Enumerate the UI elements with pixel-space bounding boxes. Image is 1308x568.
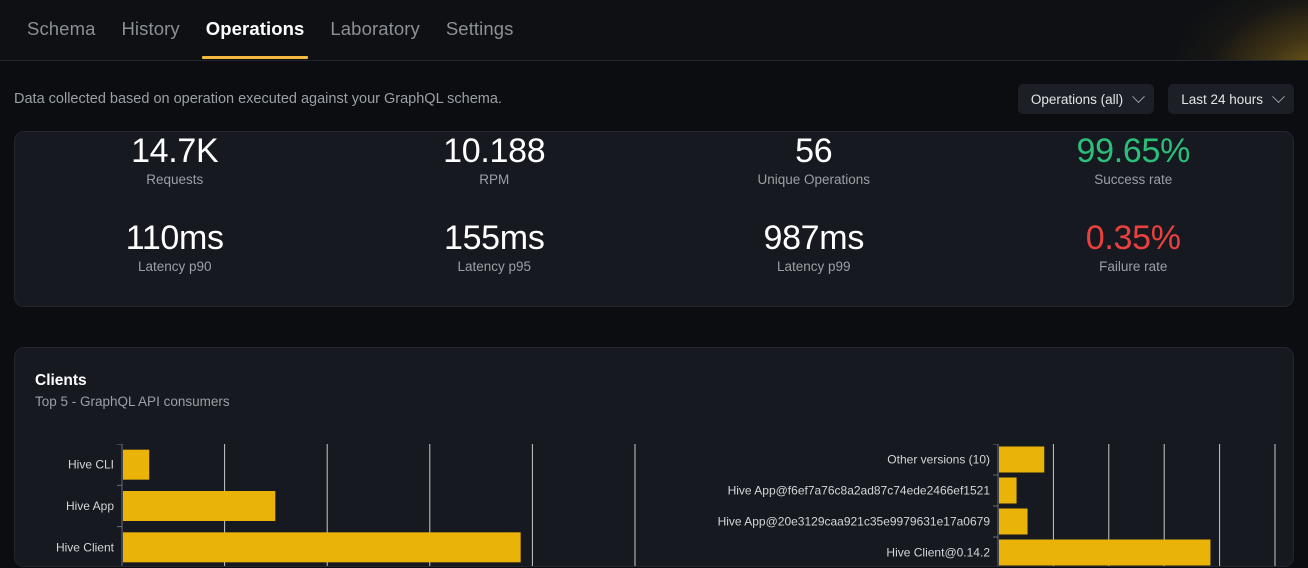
stat-rpm: 10.188 RPM [335, 132, 655, 219]
bar[interactable] [999, 539, 1211, 566]
stat-label: Requests [146, 172, 204, 188]
operations-filter-value: Operations (all) [1030, 91, 1124, 107]
stat-failure-rate: 0.35% Failure rate [974, 219, 1294, 306]
operations-filter-select[interactable]: Operations (all) [1017, 84, 1155, 114]
tab-operations[interactable]: Operations [193, 0, 318, 60]
stat-value: 110ms [125, 219, 224, 257]
period-filter-select[interactable]: Last 24 hours [1168, 84, 1294, 114]
stat-label: Latency p95 [457, 259, 532, 275]
stat-label: Latency p99 [776, 259, 851, 275]
stat-value: 99.65% [1076, 132, 1190, 170]
tab-settings[interactable]: Settings [445, 18, 514, 39]
stat-label: Failure rate [1099, 259, 1168, 275]
tab-laboratory[interactable]: Laboratory [330, 18, 420, 39]
clients-by-name-chart[interactable]: Hive CLI Hive App Hive Client [15, 444, 655, 566]
stat-value: 56 [795, 132, 833, 170]
stat-latency-p95: 155ms Latency p95 [335, 219, 655, 306]
chevron-down-icon [1272, 89, 1285, 103]
filter-controls: Operations (all) Last 24 hours [1017, 84, 1294, 114]
stat-value: 14.7K [131, 132, 219, 170]
bar[interactable] [999, 508, 1028, 535]
category-label: Hive CLI [68, 458, 114, 472]
bar[interactable] [123, 532, 521, 563]
stat-success-rate: 99.65% Success rate [974, 132, 1294, 219]
clients-subtitle: Top 5 - GraphQL API consumers [35, 394, 230, 409]
stat-label: Unique Operations [757, 172, 871, 188]
category-label: Hive App [66, 499, 114, 513]
clients-by-version-chart[interactable]: Other versions (10) Hive App@f6ef7a76c8a2… [655, 444, 1293, 566]
stat-value: 0.35% [1085, 219, 1181, 257]
tab-history[interactable]: History [121, 18, 180, 39]
stat-label: Latency p90 [137, 259, 212, 275]
stats-summary-card: 14.7K Requests 10.188 RPM 56 Unique Oper… [14, 131, 1294, 307]
stat-label: Success rate [1094, 172, 1173, 188]
stat-value: 10.188 [443, 132, 546, 170]
stat-latency-p90: 110ms Latency p90 [15, 219, 335, 306]
stat-value: 155ms [443, 219, 545, 257]
category-label: Hive Client [56, 540, 115, 554]
stat-value: 987ms [763, 219, 865, 257]
category-label: Other versions (10) [887, 453, 990, 467]
clients-title: Clients [35, 372, 87, 389]
stat-label: RPM [479, 172, 510, 188]
category-label: Hive App@f6ef7a76c8a2ad87c74ede2466ef152… [728, 484, 991, 498]
category-label: Hive Client@0.14.2 [886, 546, 990, 560]
tab-schema[interactable]: Schema [27, 18, 96, 39]
period-filter-value: Last 24 hours [1181, 91, 1263, 107]
stat-latency-p99: 987ms Latency p99 [654, 219, 974, 306]
top-navigation-bar: Schema History Operations Laboratory Set… [0, 0, 1308, 61]
page-description: Data collected based on operation execut… [14, 91, 502, 107]
bar[interactable] [123, 491, 276, 521]
stat-requests: 14.7K Requests [15, 132, 335, 219]
chevron-down-icon [1132, 89, 1146, 103]
clients-charts: Hive CLI Hive App Hive Client Other versio… [15, 444, 1293, 566]
stat-unique-operations: 56 Unique Operations [654, 132, 974, 219]
category-label: Hive App@20e3129caa921c35e9979631e17a067… [718, 515, 991, 529]
clients-card: Clients Top 5 - GraphQL API consumers Hi… [14, 347, 1294, 567]
bar[interactable] [123, 449, 150, 480]
nav-tabs: Schema History Operations Laboratory Set… [0, 0, 1308, 60]
bar[interactable] [999, 446, 1045, 473]
bar[interactable] [999, 477, 1017, 504]
page-subheader: Data collected based on operation execut… [0, 61, 1308, 119]
